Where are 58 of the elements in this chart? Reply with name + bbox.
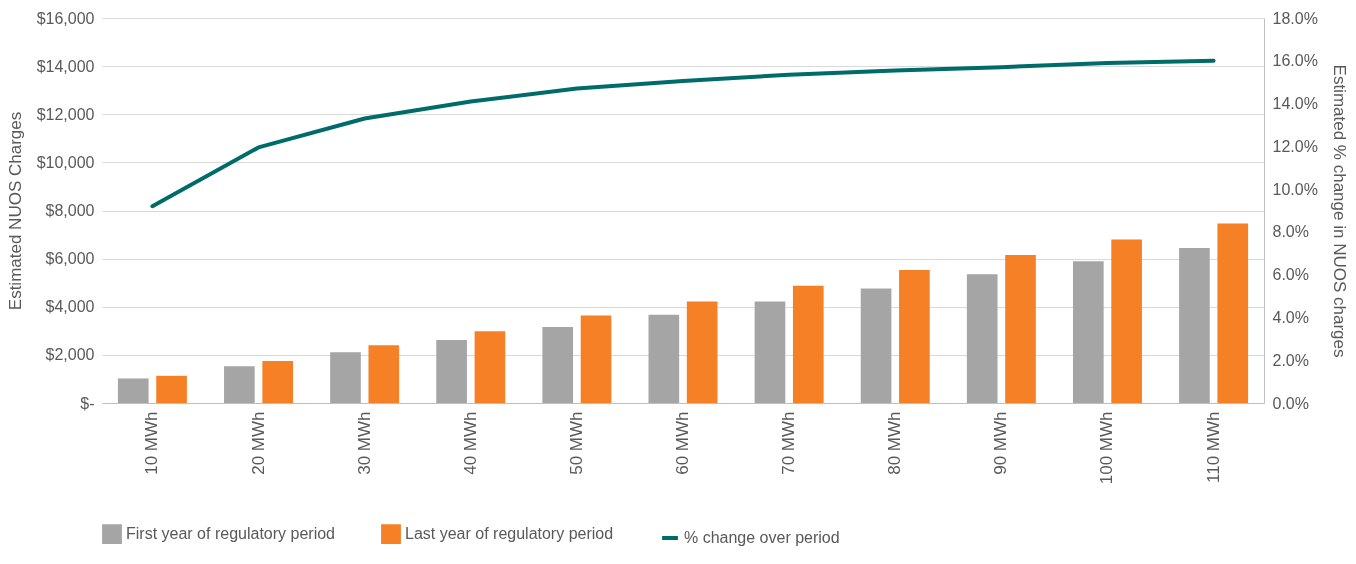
y2-tick-label: 12.0% (1272, 137, 1318, 155)
legend-label: First year of regulatory period (126, 525, 335, 543)
bar (262, 360, 294, 403)
bar (1072, 261, 1104, 403)
x-tick-label: 20 MWh (248, 411, 268, 475)
bar (648, 314, 680, 403)
y2-axis-title: Estimated % change in NUOS charges (1329, 64, 1349, 358)
x-tick-label: 30 MWh (354, 411, 374, 475)
x-tick-label: 10 MWh (142, 411, 162, 475)
bar (580, 315, 612, 403)
x-tick-label: 90 MWh (991, 411, 1011, 475)
y2-tick-label: 2.0% (1272, 351, 1309, 369)
bar (117, 378, 149, 403)
x-tick-label: 70 MWh (779, 411, 799, 475)
y2-tick-label: 10.0% (1272, 180, 1318, 198)
bar (1111, 239, 1142, 403)
bar (899, 269, 930, 403)
y-tick-label: $8,000 (45, 202, 95, 219)
bar (224, 366, 255, 403)
y2-tick-label: 18.0% (1272, 9, 1318, 27)
y-tick-label: $16,000 (36, 9, 95, 27)
y2-tick-label: 8.0% (1272, 223, 1309, 241)
bar (368, 345, 400, 403)
y2-tick-label: 14.0% (1272, 95, 1318, 113)
y-tick-label: $- (80, 394, 95, 412)
y2-tick-label: 4.0% (1272, 308, 1309, 326)
y-axis-title: Estimated NUOS Charges (5, 111, 25, 311)
bar (754, 301, 786, 403)
line-series (150, 58, 1216, 209)
x-tick-label: 40 MWh (460, 411, 480, 475)
y2-tick-label: 6.0% (1272, 266, 1309, 284)
bar (1005, 255, 1036, 403)
x-tick-label: 100 MWh (1097, 411, 1117, 485)
bar (474, 331, 506, 403)
y-tick-label: $12,000 (36, 105, 95, 123)
x-tick-label: 60 MWh (673, 411, 692, 475)
y-tick-label: $10,000 (36, 153, 95, 171)
x-tick-label: 80 MWh (885, 411, 905, 475)
y2-tick-label: 16.0% (1272, 52, 1318, 70)
legend-label: % change over period (684, 529, 840, 546)
bar (1217, 223, 1249, 403)
bar (686, 301, 718, 403)
bar (436, 339, 467, 403)
x-tick-label: 50 MWh (566, 411, 586, 475)
y-tick-label: $14,000 (36, 57, 95, 75)
y2-tick-label: 0.0% (1272, 394, 1309, 412)
bar (330, 352, 361, 403)
y-tick-label: $4,000 (45, 298, 95, 316)
x-tick-label: 110 MWh (1203, 411, 1223, 483)
bar (966, 274, 998, 403)
bar (156, 375, 187, 403)
y-tick-label: $6,000 (45, 250, 95, 268)
bar (860, 288, 892, 403)
legend-label: Last year of regulatory period (405, 525, 614, 543)
y-tick-label: $2,000 (45, 346, 95, 364)
bar (1179, 248, 1210, 403)
bar (542, 326, 574, 403)
bar (792, 285, 824, 403)
